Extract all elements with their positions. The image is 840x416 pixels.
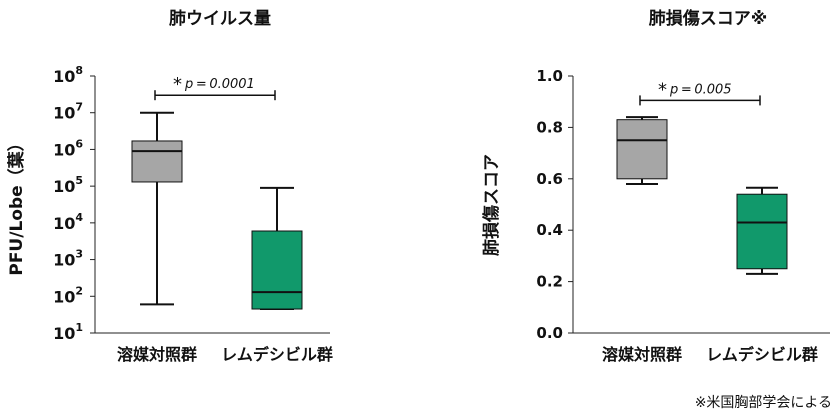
box [616,119,668,180]
y-tick-label: 107 [53,101,83,123]
y-axis-title: 肺損傷スコア [481,154,502,256]
box-plot-2 [251,186,303,311]
y-tick-label: 0.0 [536,324,563,342]
chart-title-lung-injury: 肺損傷スコア※ [648,9,768,29]
y-tick-label: 108 [53,64,83,86]
significance-label: p = 0.0001 [184,77,255,92]
y-tick-label: 105 [53,174,83,196]
x-tick-label: レムデシビル群 [221,345,333,364]
box-plot-1 [131,111,183,306]
box [251,230,303,310]
significance-star: * [658,79,667,100]
y-axis-title: PFU/Lobe（葉） [6,134,27,275]
y-tick-label: 0.2 [536,273,563,291]
y-tick-label: 103 [53,248,83,270]
y-tick-label: 0.8 [536,118,563,136]
x-tick-label: レムデシビル群 [706,345,818,364]
significance-star: * [173,74,182,95]
y-tick-label: 101 [53,321,83,343]
x-tick-label: 溶媒対照群 [117,345,197,364]
box [736,193,788,270]
x-tick-label: 溶媒対照群 [602,345,682,364]
box-plot-1 [616,116,668,185]
y-tick-label: 102 [53,284,83,306]
y-tick-label: 1.0 [536,67,563,85]
y-tick-label: 106 [53,137,83,159]
chart-title-viral-load: 肺ウイルス量 [169,9,271,29]
box-plot-2 [736,186,788,275]
footnote: ※米国胸部学会による [694,395,832,411]
y-tick-label: 104 [53,211,83,233]
significance-label: p = 0.005 [669,82,732,97]
box [131,140,183,183]
chart-1: 101 102 103 104 105 106 107 108 PFU/Lobe（葉） 溶媒対照群… [6,64,333,364]
y-tick-label: 0.6 [536,170,563,188]
y-tick-label: 0.4 [536,221,563,239]
